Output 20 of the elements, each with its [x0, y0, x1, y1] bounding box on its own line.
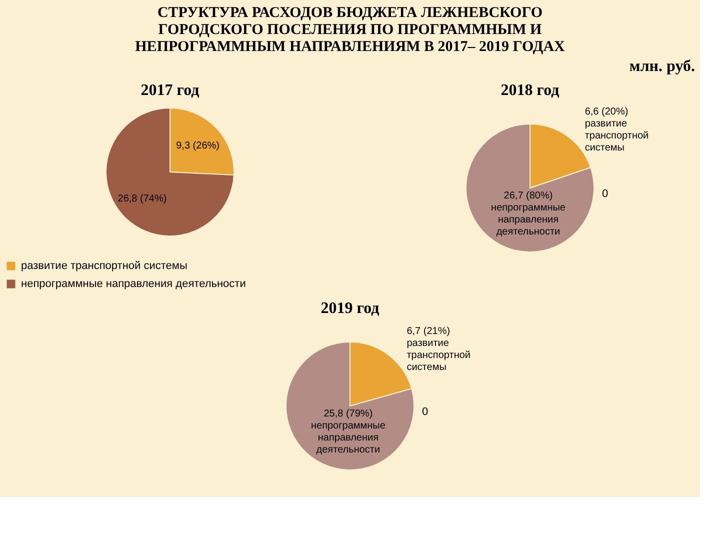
slice-label: развитие транспортной системы [406, 338, 471, 374]
chart-title: 2017 год [140, 82, 200, 99]
text: 0 [422, 406, 428, 418]
slice-label: непрограммные направления деятельности [310, 420, 386, 456]
slice-label: непрограммные направления деятельности [491, 202, 566, 238]
data-label: 9,3 (26%) [176, 140, 220, 152]
data-label: 25,8 (79%) [324, 408, 373, 420]
text: млн. руб. [629, 58, 695, 75]
chart-title: 2019 год [320, 300, 380, 317]
legend-label: развитие транспортной системы [21, 260, 188, 272]
chart-title: 2018 год [500, 82, 560, 99]
slice-label: развитие транспортной системы [584, 118, 649, 154]
data-label: 26,8 (74%) [118, 193, 167, 204]
data-label: 6,6 (20%) [584, 106, 628, 118]
data-label: 6,7 (21%) [406, 326, 450, 338]
pie-slice [106, 108, 234, 236]
text: 0 [602, 188, 608, 200]
text: СТРУКТУРА РАСХОДОВ БЮДЖЕТА ЛЕЖНЕВСКОГО ГОРОДСКОГО ПОСЕЛЕНИЯ ПО ПРОГРАММНЫМ И НЕПРОГРАММНЫМ НАПРАВЛЕНИЯМ В 2017– 2019 ГОДАХ [135, 5, 566, 55]
legend-label: непрограммные направления деятельности [21, 278, 246, 290]
data-label: 26,7 (80%) [504, 190, 553, 202]
